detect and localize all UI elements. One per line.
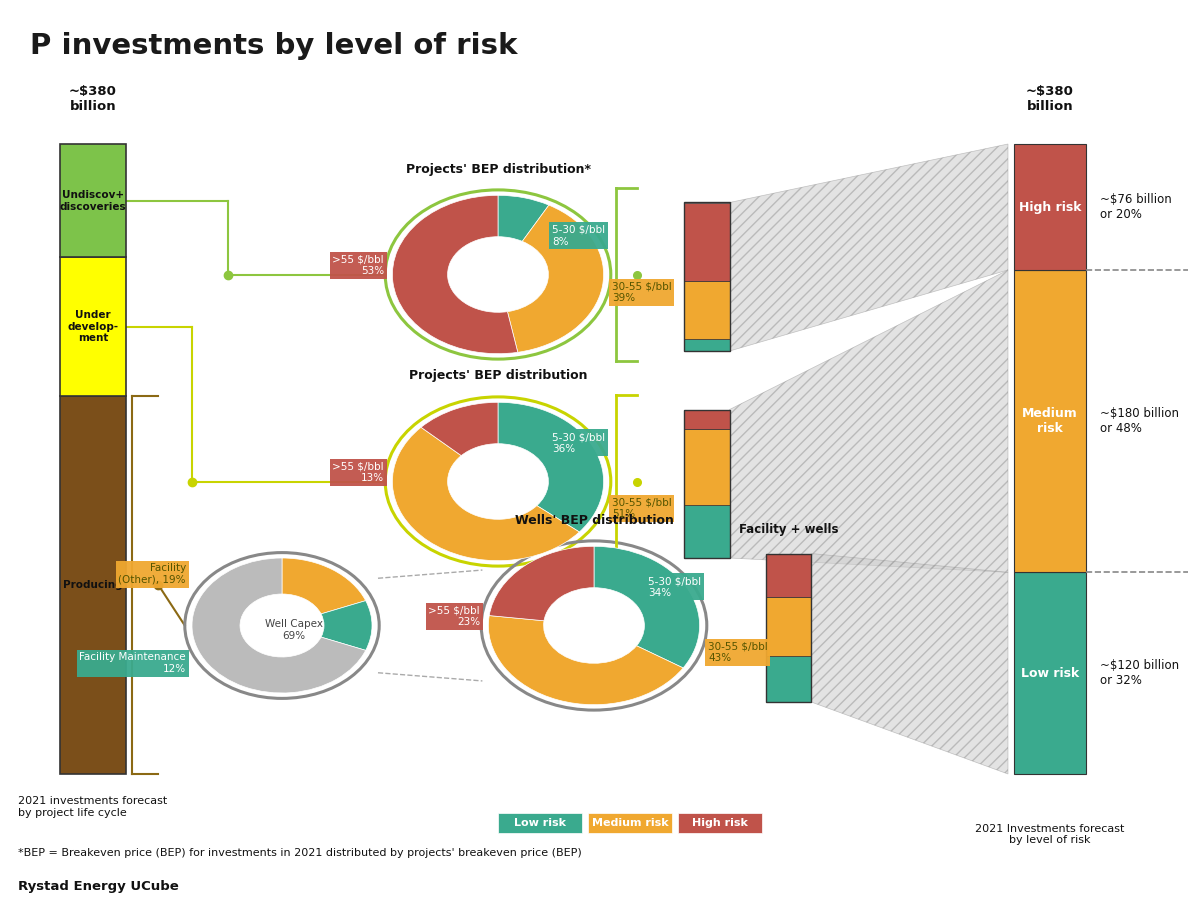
Bar: [684, 202, 730, 351]
Text: Projects' BEP distribution: Projects' BEP distribution: [409, 370, 587, 382]
Text: High risk: High risk: [1019, 201, 1081, 213]
Bar: [766, 597, 811, 656]
Text: >55 $/bbl
53%: >55 $/bbl 53%: [332, 255, 384, 276]
Wedge shape: [508, 205, 604, 352]
Text: ~$380
billion: ~$380 billion: [1026, 85, 1074, 112]
Text: Undiscov+
discoveries: Undiscov+ discoveries: [60, 190, 126, 212]
Bar: [588, 813, 672, 833]
Text: ~$380
billion: ~$380 billion: [70, 85, 116, 112]
Text: Facility + wells: Facility + wells: [739, 523, 838, 536]
Text: Under
develop-
ment: Under develop- ment: [67, 310, 119, 343]
Wedge shape: [421, 402, 498, 455]
Bar: [1014, 144, 1086, 270]
Text: ~$120 billion
or 32%: ~$120 billion or 32%: [1100, 659, 1180, 688]
Bar: [498, 813, 582, 833]
Wedge shape: [498, 195, 548, 241]
Text: High risk: High risk: [692, 817, 748, 828]
Wedge shape: [594, 546, 700, 668]
Text: >55 $/bbl
13%: >55 $/bbl 13%: [332, 462, 384, 483]
Text: 30-55 $/bbl
43%: 30-55 $/bbl 43%: [708, 642, 768, 663]
Polygon shape: [730, 270, 1008, 572]
Wedge shape: [192, 558, 366, 693]
Text: Projects' BEP distribution*: Projects' BEP distribution*: [406, 163, 590, 176]
Text: Low risk: Low risk: [514, 817, 566, 828]
Bar: [678, 813, 762, 833]
Bar: [684, 428, 730, 505]
Text: 30-55 $/bbl
51%: 30-55 $/bbl 51%: [612, 498, 672, 519]
Text: Well Capex
69%: Well Capex 69%: [265, 619, 323, 641]
Wedge shape: [322, 600, 372, 651]
Bar: [60, 257, 126, 396]
Wedge shape: [282, 558, 366, 614]
Text: Facility
(Other), 19%: Facility (Other), 19%: [119, 563, 186, 585]
Bar: [766, 554, 811, 597]
Text: 2021 Investments forecast
by level of risk: 2021 Investments forecast by level of ri…: [976, 824, 1124, 845]
Text: ~$76 billion
or 20%: ~$76 billion or 20%: [1100, 193, 1172, 221]
Bar: [1014, 270, 1086, 572]
Bar: [1014, 572, 1086, 774]
Text: Medium
risk: Medium risk: [1022, 407, 1078, 436]
Text: P investments by level of risk: P investments by level of risk: [30, 32, 517, 59]
Wedge shape: [488, 616, 683, 705]
Wedge shape: [392, 428, 580, 561]
Text: >55 $/bbl
23%: >55 $/bbl 23%: [428, 606, 480, 627]
Bar: [766, 656, 811, 702]
Text: Rystad Energy UCube: Rystad Energy UCube: [18, 880, 179, 893]
Text: 2021 investments forecast
by project life cycle: 2021 investments forecast by project lif…: [18, 796, 167, 818]
Text: Low risk: Low risk: [1021, 667, 1079, 680]
Polygon shape: [730, 144, 1008, 351]
Text: Wells' BEP distribution: Wells' BEP distribution: [515, 514, 673, 526]
Text: ~$180 billion
or 48%: ~$180 billion or 48%: [1100, 407, 1180, 436]
Wedge shape: [490, 546, 594, 621]
Bar: [684, 410, 730, 428]
Text: Medium risk: Medium risk: [592, 817, 668, 828]
Polygon shape: [811, 554, 1008, 774]
Bar: [684, 410, 730, 558]
Bar: [60, 144, 126, 257]
Bar: [684, 202, 730, 281]
Bar: [684, 339, 730, 351]
Wedge shape: [498, 402, 604, 532]
Bar: [684, 505, 730, 558]
Wedge shape: [392, 195, 517, 354]
Text: 5-30 $/bbl
8%: 5-30 $/bbl 8%: [552, 225, 605, 247]
Text: 5-30 $/bbl
36%: 5-30 $/bbl 36%: [552, 432, 605, 454]
Text: 5-30 $/bbl
34%: 5-30 $/bbl 34%: [648, 576, 701, 598]
Text: Facility Maintenance
12%: Facility Maintenance 12%: [79, 652, 186, 674]
Text: 30-55 $/bbl
39%: 30-55 $/bbl 39%: [612, 282, 672, 303]
Text: *BEP = Breakeven price (BEP) for investments in 2021 distributed by projects' br: *BEP = Breakeven price (BEP) for investm…: [18, 848, 582, 858]
Bar: [60, 396, 126, 774]
Text: Producing: Producing: [64, 580, 122, 590]
Bar: [684, 281, 730, 339]
Bar: [766, 554, 811, 702]
